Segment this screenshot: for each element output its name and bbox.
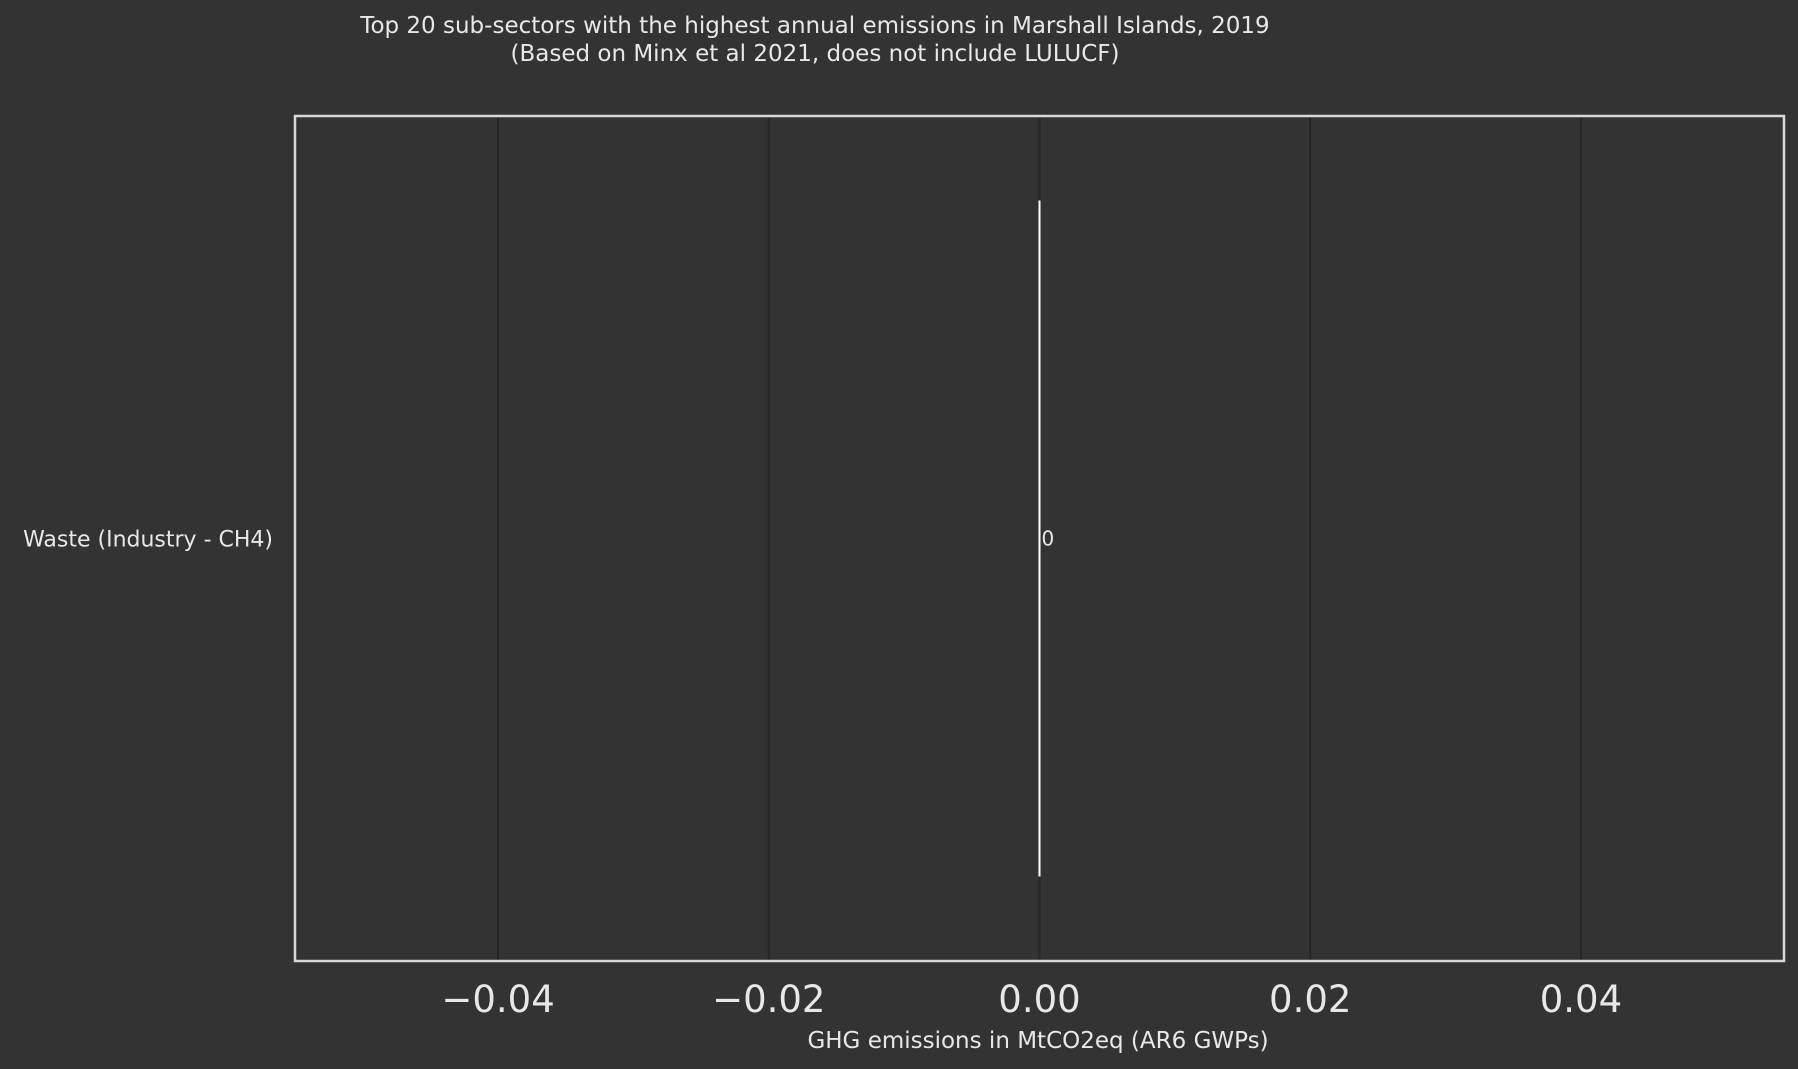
x-tick-label: 0.02 (1269, 978, 1351, 1021)
category-label: Waste (Industry - CH4) (23, 528, 273, 553)
x-tick-label: 0.00 (998, 978, 1080, 1021)
x-tick-label: 0.04 (1540, 978, 1622, 1021)
chart-subtitle: (Based on Minx et al 2021, does not incl… (510, 41, 1119, 67)
x-tick-label: −0.04 (441, 978, 554, 1021)
bar-data-label: 0 (1042, 527, 1055, 551)
chart-title: Top 20 sub-sectors with the highest annu… (359, 13, 1269, 39)
plot-frame (293, 114, 1786, 963)
x-tick-label: −0.02 (712, 978, 825, 1021)
x-axis-label: GHG emissions in MtCO2eq (AR6 GWPs) (807, 1028, 1268, 1054)
